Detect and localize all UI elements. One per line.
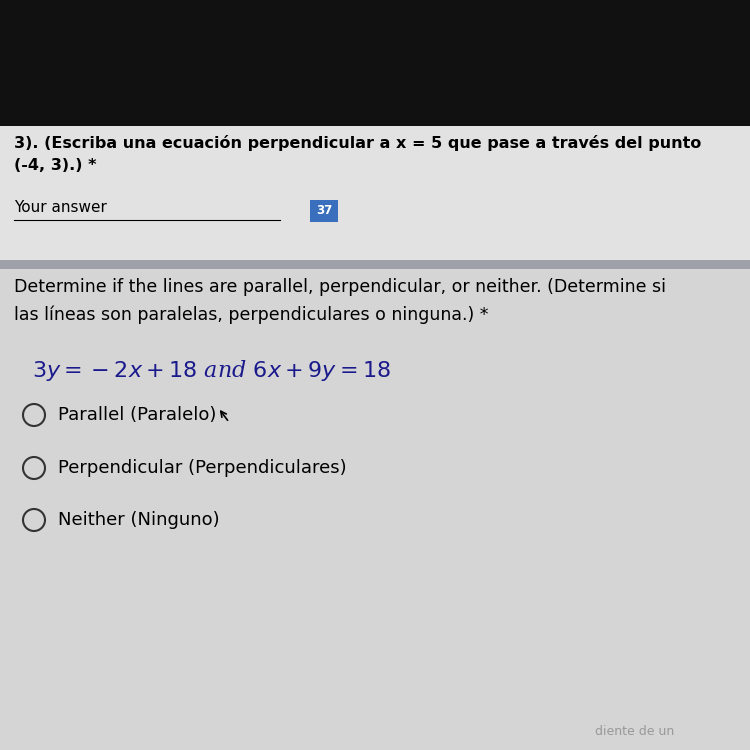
Bar [0, 0, 750, 126]
Text: Neither (Ninguno): Neither (Ninguno) [58, 511, 220, 529]
Text: 3). (Escriba una ecuación perpendicular a x = 5 que pase a través del punto: 3). (Escriba una ecuación perpendicular … [14, 135, 701, 151]
Text: 37: 37 [316, 205, 332, 218]
Text: Perpendicular (Perpendiculares): Perpendicular (Perpendiculares) [58, 459, 346, 477]
Text: $3y = -2x + 18$ and $6x + 9y = 18$: $3y = -2x + 18$ and $6x + 9y = 18$ [32, 358, 391, 383]
Bar [0, 126, 750, 260]
Text: Your answer: Your answer [14, 200, 106, 215]
Text: Determine if the lines are parallel, perpendicular, or neither. (Determine si: Determine if the lines are parallel, per… [14, 278, 666, 296]
Text: las líneas son paralelas, perpendiculares o ninguna.) *: las líneas son paralelas, perpendiculare… [14, 305, 488, 323]
Text: Parallel (Paralelo): Parallel (Paralelo) [58, 406, 216, 424]
Text: (-4, 3).) *: (-4, 3).) * [14, 158, 97, 173]
Bar [310, 200, 338, 222]
Text: diente de un: diente de un [595, 725, 674, 738]
Bar [0, 268, 750, 750]
Bar [0, 260, 750, 268]
